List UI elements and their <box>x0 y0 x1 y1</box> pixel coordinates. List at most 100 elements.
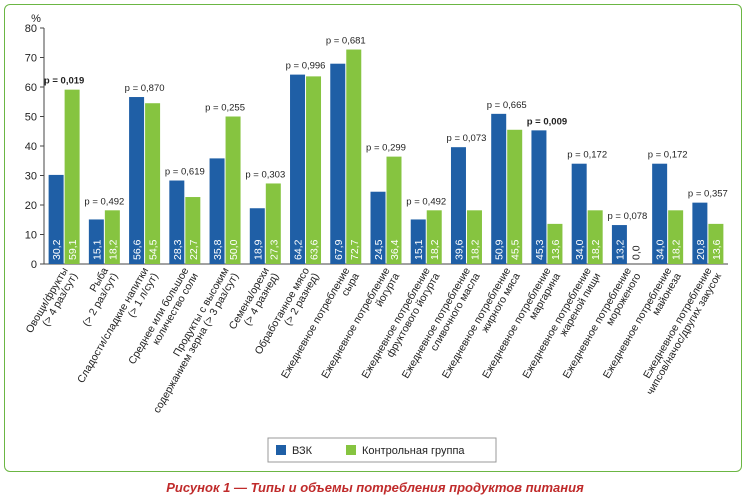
data-label: 36,4 <box>389 239 401 260</box>
data-label: 59,1 <box>67 239 79 260</box>
data-label: 34,0 <box>574 239 586 260</box>
bar-control <box>104 210 120 264</box>
data-label: 24,5 <box>373 239 385 260</box>
y-tick-label: 60 <box>25 82 37 94</box>
p-value-label: p = 0,492 <box>406 196 446 207</box>
bar-vzk <box>129 97 145 264</box>
p-value-label: p = 0,303 <box>245 169 285 180</box>
bar-vzk <box>88 219 104 264</box>
legend: ВЗК Контрольная группа <box>267 437 497 463</box>
bars <box>48 49 724 264</box>
bar-vzk <box>249 208 265 264</box>
bar-control <box>668 210 684 264</box>
data-label: 18,2 <box>671 239 683 260</box>
data-label: 27,3 <box>268 239 280 260</box>
data-label: 64,2 <box>293 239 305 260</box>
legend-box <box>267 437 497 463</box>
p-value-label: p = 0,996 <box>286 61 326 72</box>
y-tick-label: 70 <box>25 53 37 65</box>
data-label: 18,2 <box>590 239 602 260</box>
data-label: 15,1 <box>413 239 425 260</box>
p-value-label: p = 0,870 <box>125 83 165 94</box>
y-tick-label: 0 <box>31 259 37 271</box>
data-label: 34,0 <box>655 239 667 260</box>
data-label: 30,2 <box>51 239 63 260</box>
data-label: 0,0 <box>630 245 642 260</box>
data-label: 50,9 <box>494 239 506 260</box>
figure-caption: Рисунок 1 — Типы и объемы потребления пр… <box>166 480 584 495</box>
category-label: Овощи/фрукты(> 4 раз/сут) <box>24 266 81 341</box>
bar-vzk <box>290 74 306 264</box>
bar-control <box>64 89 80 264</box>
bar-control <box>306 76 322 264</box>
y-tick-label: 20 <box>25 200 37 212</box>
data-label: 13,2 <box>614 239 626 260</box>
legend-label-vzk: ВЗК <box>292 445 313 457</box>
data-label: 67,9 <box>333 239 345 260</box>
data-label: 22,7 <box>188 239 200 260</box>
bar-control <box>265 183 281 264</box>
data-label: 63,6 <box>309 239 321 260</box>
y-tick-label: 50 <box>25 112 37 124</box>
bar-control <box>185 197 201 264</box>
data-label: 20,8 <box>695 239 707 260</box>
data-label: 56,6 <box>132 239 144 260</box>
y-tick-label: 30 <box>25 171 37 183</box>
data-label: 18,2 <box>429 239 441 260</box>
p-value-label: p = 0,681 <box>326 36 366 47</box>
bar-vzk <box>571 163 587 264</box>
bar-vzk <box>370 191 386 264</box>
y-axis-unit: % <box>31 13 41 25</box>
category-label: Ежедневное потреблениечипсов/начос/други… <box>635 265 725 397</box>
bar-vzk <box>611 225 627 264</box>
y-tick-label: 10 <box>25 230 37 242</box>
p-value-label: p = 0,357 <box>688 189 728 200</box>
bar-control <box>547 223 563 264</box>
data-label: 18,2 <box>107 239 119 260</box>
p-value-label: p = 0,073 <box>447 133 487 144</box>
legend-swatch-vzk <box>276 445 286 455</box>
p-value-label: p = 0,172 <box>567 150 607 161</box>
bar-vzk <box>491 113 507 264</box>
p-value-label: p = 0,019 <box>44 76 84 87</box>
p-value-label: p = 0,255 <box>205 103 245 114</box>
bar-control <box>587 210 603 264</box>
data-label: 39,6 <box>453 239 465 260</box>
bar-control <box>346 49 362 264</box>
bar-control <box>225 116 241 264</box>
data-label: 18,2 <box>469 239 481 260</box>
bar-vzk <box>209 158 225 264</box>
data-label: 28,3 <box>172 239 184 260</box>
bar-vzk <box>692 202 708 264</box>
data-label: 45,3 <box>534 239 546 260</box>
bar-vzk <box>652 163 668 264</box>
data-label: 13,6 <box>711 239 723 260</box>
p-value-label: p = 0,665 <box>487 100 527 111</box>
y-tick-label: 40 <box>25 141 37 153</box>
bar-vzk <box>48 174 64 264</box>
bar-vzk <box>531 130 547 264</box>
data-label: 54,5 <box>148 239 160 260</box>
bar-control <box>426 210 442 264</box>
p-value-label: p = 0,299 <box>366 143 406 154</box>
bar-vzk <box>330 63 346 264</box>
data-label: 72,7 <box>349 239 361 260</box>
bar-chart: 0 10 20 30 40 50 60 70 80% 30,2 59,1 p = 0,019 Овощ… <box>24 13 728 463</box>
bar-control <box>507 129 523 264</box>
data-label: 18,9 <box>252 239 264 260</box>
bar-vzk <box>169 180 185 264</box>
data-label: 45,5 <box>510 239 522 260</box>
data-label: 15,1 <box>91 239 103 260</box>
y-tick-label: 80 <box>25 23 37 35</box>
legend-swatch-control <box>346 445 356 455</box>
data-label: 35,8 <box>212 239 224 260</box>
data-label: 13,6 <box>550 239 562 260</box>
bar-vzk <box>450 147 466 264</box>
bar-control <box>386 156 402 264</box>
bar-control <box>466 210 482 264</box>
bar-control <box>145 103 161 264</box>
legend-label-control: Контрольная группа <box>362 445 465 457</box>
p-value-label: p = 0,492 <box>84 196 124 207</box>
bar-vzk <box>410 219 426 264</box>
p-value-label: p = 0,009 <box>527 116 567 127</box>
